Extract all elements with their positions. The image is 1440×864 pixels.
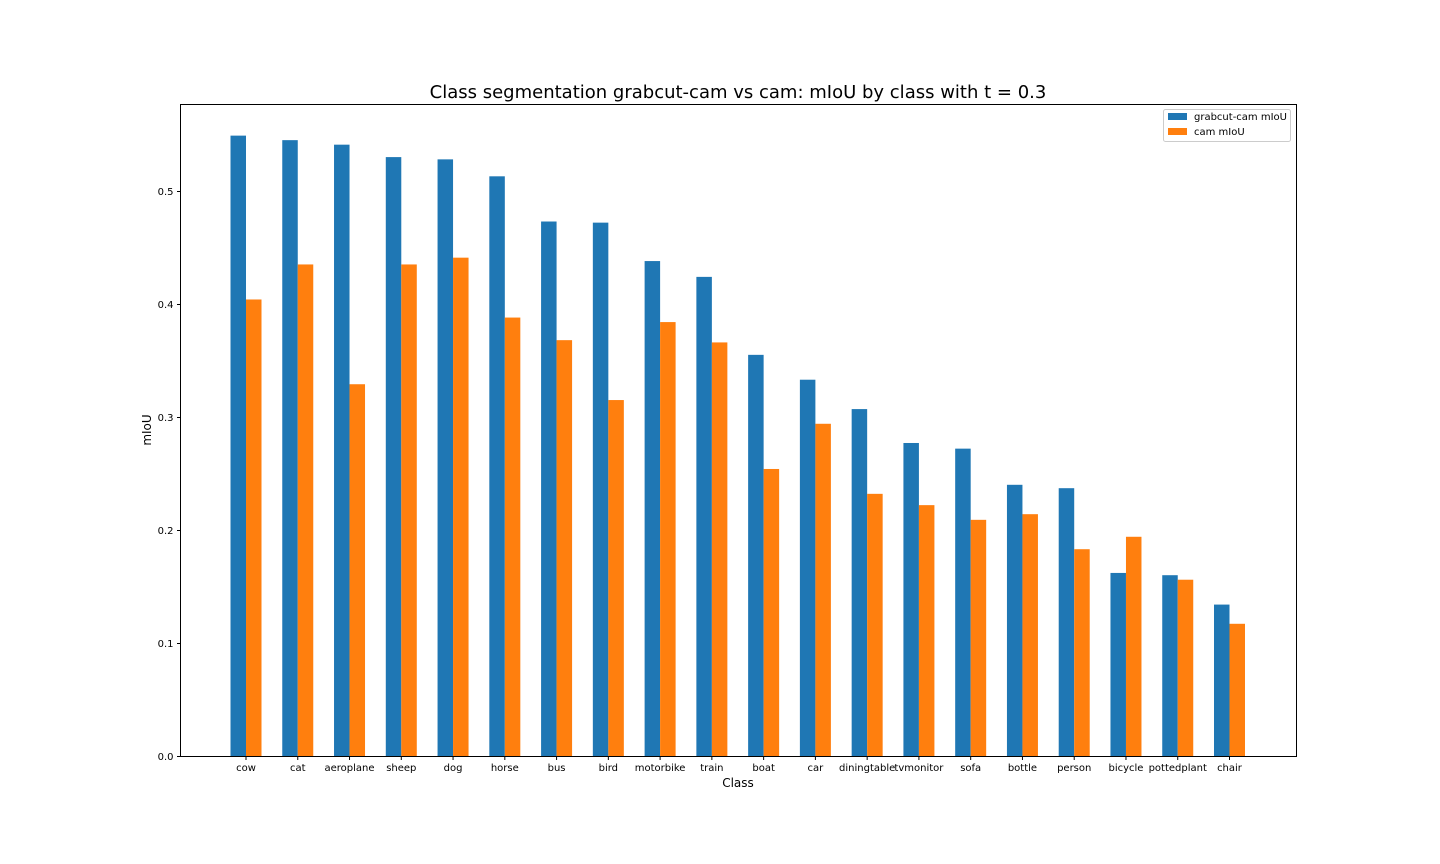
bar-grabcut-cam-bird: [592, 222, 609, 756]
bar-grabcut-cam-car: [799, 379, 816, 756]
bar-cam-aeroplane: [349, 384, 366, 756]
x-tick-label: tvmonitor: [894, 763, 944, 774]
bar-cam-motorbike: [660, 322, 676, 756]
bar-cam-cow: [246, 299, 262, 756]
x-tick-label: pottedplant: [1149, 763, 1207, 774]
bar-grabcut-cam-aeroplane: [334, 144, 350, 757]
bar-cam-bus: [556, 340, 573, 756]
x-tick-label: bicycle: [1108, 763, 1143, 774]
chart-title: Class segmentation grabcut-cam vs cam: m…: [430, 82, 1047, 103]
bar-grabcut-cam-bicycle: [1110, 572, 1126, 756]
bar-cam-dog: [453, 257, 469, 756]
x-tick-label: train: [700, 763, 723, 774]
bar-cam-chair: [1229, 623, 1245, 756]
bar-grabcut-cam-diningtable: [851, 409, 868, 756]
y-tick-label: 0.4: [158, 300, 174, 311]
y-tick-label: 0.3: [158, 413, 174, 424]
x-tick-label: horse: [491, 763, 519, 774]
y-tick-label: 0.1: [158, 639, 174, 650]
bar-grabcut-cam-horse: [489, 176, 505, 756]
bar-cam-diningtable: [867, 493, 883, 756]
legend-swatch: [1168, 128, 1187, 135]
bar-cam-boat: [763, 468, 780, 756]
x-tick-label: aeroplane: [325, 763, 375, 774]
x-tick-label: boat: [752, 763, 775, 774]
legend-box: [1163, 109, 1291, 142]
bar-grabcut-cam-train: [696, 276, 712, 756]
y-tick-label: 0.5: [158, 187, 174, 198]
bar-cam-pottedplant: [1177, 579, 1194, 756]
bar-cam-bicycle: [1125, 536, 1142, 756]
bars-group: [230, 135, 1245, 757]
bar-cam-sofa: [970, 519, 987, 756]
bar-grabcut-cam-cat: [282, 140, 298, 756]
bar-cam-bird: [608, 400, 624, 756]
bar-grabcut-cam-dog: [437, 159, 454, 757]
bar-grabcut-cam-cow: [230, 135, 246, 756]
x-tick-label: bus: [548, 763, 566, 774]
x-axis-label: Class: [722, 776, 754, 790]
bar-cam-horse: [504, 317, 521, 756]
x-tick-label: bird: [599, 763, 618, 774]
x-axis: cow cat aeroplane sheep dog horse bus bird motor…: [236, 756, 1243, 774]
x-tick-label: cat: [290, 763, 306, 774]
bar-grabcut-cam-motorbike: [644, 261, 661, 756]
y-tick-label: 0.2: [158, 526, 174, 537]
legend-label: cam mIoU: [1194, 127, 1245, 138]
bar-cam-sheep: [401, 264, 417, 756]
bar-cam-bottle: [1022, 514, 1038, 756]
y-axis-label: mIoU: [140, 414, 154, 445]
y-axis: 0.0 0.1 0.2 0.3 0.4 0.5: [158, 187, 181, 763]
bar-cam-person: [1074, 549, 1090, 756]
bar-grabcut-cam-boat: [748, 354, 764, 756]
x-tick-label: sofa: [960, 763, 981, 774]
legend: grabcut-cam mIoU cam mIoU: [1163, 109, 1291, 142]
x-tick-label: bottle: [1008, 763, 1037, 774]
x-tick-label: car: [808, 763, 825, 774]
bar-cam-tvmonitor: [918, 505, 935, 756]
bar-grabcut-cam-pottedplant: [1162, 575, 1178, 756]
bar-cam-car: [815, 423, 831, 756]
legend-swatch: [1168, 113, 1187, 120]
legend-label: grabcut-cam mIoU: [1194, 112, 1287, 123]
x-tick-label: person: [1057, 763, 1091, 774]
bar-grabcut-cam-bottle: [1006, 484, 1023, 756]
bar-grabcut-cam-sofa: [955, 448, 971, 756]
y-tick-label: 0.0: [158, 752, 174, 763]
bar-grabcut-cam-tvmonitor: [903, 442, 919, 756]
x-tick-label: sheep: [386, 763, 416, 774]
bar-cam-train: [711, 342, 728, 756]
bar-grabcut-cam-person: [1058, 488, 1075, 756]
x-tick-label: motorbike: [635, 763, 686, 774]
x-tick-label: dog: [444, 763, 463, 774]
x-tick-label: chair: [1217, 763, 1243, 774]
bar-grabcut-cam-chair: [1214, 604, 1230, 756]
bar-grabcut-cam-sheep: [385, 157, 402, 757]
x-tick-label: diningtable: [839, 763, 895, 774]
bar-cam-cat: [297, 264, 314, 756]
plot-frame: [180, 104, 1297, 757]
x-tick-label: cow: [236, 763, 256, 774]
bar-grabcut-cam-bus: [541, 221, 557, 756]
